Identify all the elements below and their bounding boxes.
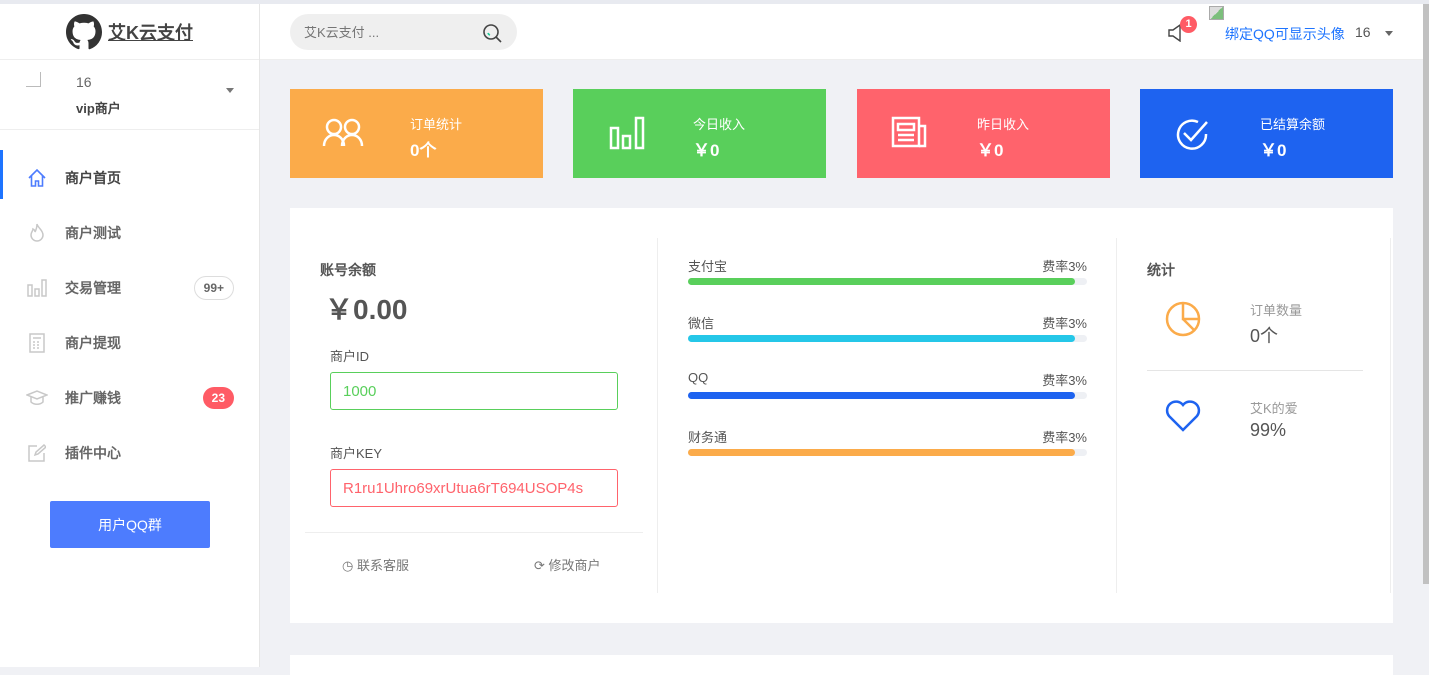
contact-support-link[interactable]: ◷ 联系客服	[342, 558, 409, 573]
account-balance: ￥0.00	[325, 294, 408, 325]
card-settled-balance: 已结算余额 ￥0	[1140, 89, 1393, 178]
brand-name: 艾K云支付	[108, 22, 193, 43]
scrollbar[interactable]	[1423, 4, 1429, 584]
heart-icon	[1165, 400, 1201, 432]
channel-name: 财务通	[688, 430, 728, 445]
calculator-icon	[26, 332, 48, 354]
search-input[interactable]	[290, 14, 517, 50]
channel-rate: 费率3%	[1042, 430, 1087, 445]
top-border	[0, 0, 1429, 4]
sidebar-nav: 商户首页 商户测试 交易管理 99+ 商户提现 推广赚钱 23 插件中心	[0, 150, 259, 480]
sidebar-item-transactions[interactable]: 交易管理 99+	[0, 260, 259, 315]
card-yesterday-income: 昨日收入 ￥0	[857, 89, 1110, 178]
progress-fill	[688, 278, 1076, 285]
merchant-id-label: 商户ID	[330, 349, 370, 364]
caret-down-icon[interactable]	[1385, 31, 1393, 36]
card-title: 已结算余额	[1260, 117, 1326, 132]
sidebar: 艾K云支付 16 vip商户 商户首页 商户测试 交易管理 99+ 商户提现 推…	[0, 4, 260, 667]
count-badge: 23	[202, 386, 234, 409]
channel-rate: 费率3%	[1042, 316, 1087, 331]
card-value: 0个	[410, 141, 437, 160]
divider	[305, 532, 643, 533]
card-title: 今日收入	[693, 117, 746, 132]
channel-progress-bar	[688, 335, 1087, 342]
avatar	[26, 72, 41, 87]
stat-value: 0个	[1250, 326, 1279, 346]
overview-panel: 账号余额 ￥0.00 商户ID 商户KEY ◷ 联系客服 ⟳ 修改商户 支付宝 …	[290, 208, 1393, 623]
megaphone-icon[interactable]	[1168, 24, 1184, 42]
channel-progress-bar	[688, 449, 1087, 456]
search-icon[interactable]	[482, 23, 502, 43]
card-value: ￥0	[693, 141, 720, 160]
merchant-key-label: 商户KEY	[330, 446, 383, 461]
card-orders: 订单统计 0个	[290, 89, 543, 178]
secondary-panel	[290, 655, 1393, 675]
progress-fill	[688, 449, 1076, 456]
check-circle-icon	[1176, 119, 1208, 150]
user-panel[interactable]: 16 vip商户	[0, 60, 259, 130]
stat-value: 99%	[1250, 420, 1287, 440]
user-name: 16	[76, 74, 92, 90]
bar-chart-icon	[26, 277, 48, 299]
channel-name: 微信	[688, 316, 715, 331]
sidebar-item-label: 插件中心	[65, 444, 121, 461]
stat-label: 艾K的爱	[1250, 401, 1298, 416]
stats-title: 统计	[1147, 262, 1175, 278]
progress-fill	[688, 392, 1076, 399]
bind-qq-link[interactable]: 绑定QQ可显示头像	[1225, 26, 1345, 42]
sidebar-item-label: 交易管理	[65, 279, 121, 296]
divider	[1116, 238, 1117, 593]
modify-label: 修改商户	[548, 558, 601, 573]
contact-label: 联系客服	[356, 558, 409, 573]
channel-progress-bar	[688, 278, 1087, 285]
merchant-key-field[interactable]	[330, 469, 618, 507]
divider	[657, 238, 658, 593]
card-title: 订单统计	[410, 117, 463, 132]
github-icon	[66, 13, 102, 49]
card-value: ￥0	[977, 141, 1004, 160]
merchant-id-field[interactable]	[330, 372, 618, 410]
sidebar-item-withdraw[interactable]: 商户提现	[0, 315, 259, 370]
channel-rate: 费率3%	[1042, 373, 1087, 388]
card-today-income: 今日收入 ￥0	[573, 89, 826, 178]
sidebar-item-home[interactable]: 商户首页	[0, 150, 259, 205]
channel-name: QQ	[688, 370, 709, 385]
channel-name: 支付宝	[688, 259, 728, 274]
notification-badge: 1	[1180, 16, 1197, 33]
progress-fill	[688, 335, 1076, 342]
caret-down-icon[interactable]	[226, 88, 234, 93]
card-value: ￥0	[1260, 141, 1287, 160]
broken-image-icon	[1209, 6, 1224, 20]
sidebar-item-test[interactable]: 商户测试	[0, 205, 259, 260]
card-title: 昨日收入	[977, 117, 1030, 132]
stat-label: 订单数量	[1250, 303, 1303, 318]
pie-chart-icon	[1165, 301, 1201, 337]
channel-rate: 费率3%	[1042, 259, 1087, 274]
count-badge: 99+	[193, 275, 234, 300]
sidebar-item-promote[interactable]: 推广赚钱 23	[0, 370, 259, 425]
header: 1 绑定QQ可显示头像 16	[260, 4, 1429, 60]
user-role: vip商户	[76, 101, 121, 116]
sidebar-item-label: 商户首页	[65, 169, 121, 186]
qq-group-button[interactable]: 用户QQ群	[50, 501, 210, 548]
account-title: 账号余额	[320, 262, 376, 278]
home-icon	[26, 167, 48, 189]
graduation-cap-icon	[26, 387, 48, 409]
channel-progress-bar	[688, 392, 1087, 399]
sidebar-item-label: 推广赚钱	[65, 389, 121, 406]
divider	[1147, 370, 1363, 371]
users-icon	[322, 118, 364, 147]
header-username[interactable]: 16	[1355, 24, 1371, 40]
sidebar-item-label: 商户提现	[65, 334, 121, 351]
divider	[1390, 238, 1391, 593]
fire-icon	[26, 222, 48, 244]
newspaper-icon	[891, 116, 927, 148]
sidebar-item-plugins[interactable]: 插件中心	[0, 425, 259, 480]
bar-chart-icon	[609, 116, 645, 150]
modify-merchant-link[interactable]: ⟳ 修改商户	[534, 558, 601, 573]
sidebar-item-label: 商户测试	[65, 224, 121, 241]
logo[interactable]: 艾K云支付	[0, 4, 259, 60]
edit-icon	[26, 442, 48, 464]
